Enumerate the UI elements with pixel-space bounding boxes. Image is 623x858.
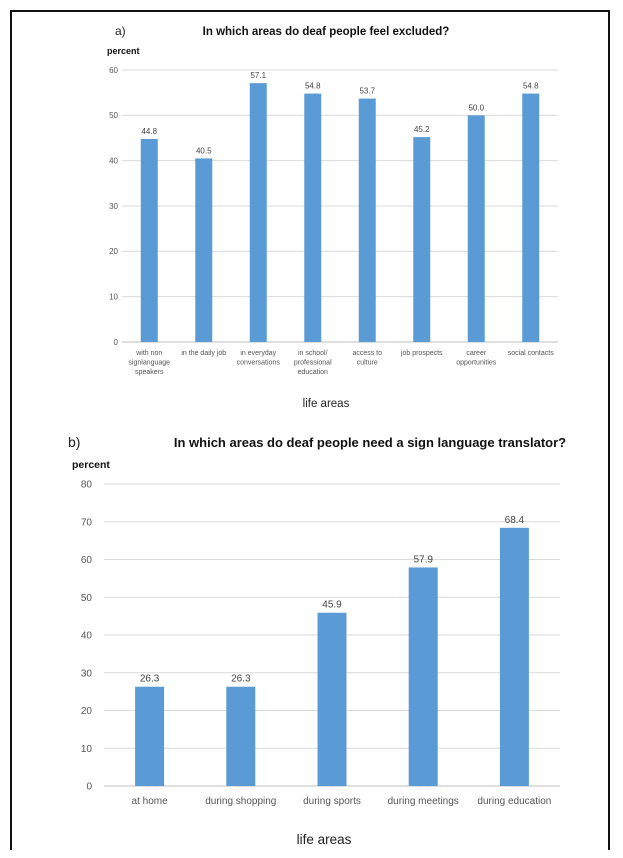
y-tick-label: 10: [81, 744, 93, 755]
y-tick-label: 70: [81, 517, 93, 528]
bar: [499, 527, 529, 786]
data-label: 68.4: [505, 515, 525, 526]
data-label: 54.8: [305, 82, 321, 91]
x-tick-label: access to culture: [352, 350, 382, 367]
y-tick-label: 40: [109, 156, 118, 165]
panel-letter: b): [68, 434, 80, 450]
y-tick-label: 50: [109, 111, 118, 120]
y-tick-label: 0: [114, 338, 119, 347]
data-label: 54.8: [523, 82, 539, 91]
data-label: 53.7: [359, 87, 375, 96]
chart-panel-a: a) In which areas do deaf people feel exc…: [107, 24, 558, 410]
data-label: 57.1: [250, 71, 266, 80]
x-tick-label: during shopping: [205, 796, 276, 807]
x-axis-title: life areas: [303, 398, 350, 410]
y-tick-label: 20: [81, 706, 93, 717]
x-tick-label: in the daily job: [181, 350, 226, 357]
bar: [467, 115, 485, 342]
y-tick-label: 80: [81, 480, 93, 491]
y-axis-title: percent: [72, 459, 110, 471]
data-label: 26.3: [231, 674, 251, 685]
bar: [195, 158, 213, 342]
x-tick-label: at home: [132, 796, 169, 807]
chart-title: In which areas do deaf people feel exclu…: [203, 26, 450, 38]
data-label: 50.0: [468, 103, 484, 112]
x-tick-label: career opportunities: [456, 350, 497, 367]
y-tick-label: 30: [109, 202, 118, 211]
x-tick-label: job prospects: [400, 350, 443, 357]
panel-letter: a): [115, 24, 126, 38]
x-tick-label: during meetings: [388, 796, 459, 807]
y-tick-label: 20: [109, 247, 118, 256]
x-tick-label: with non signlanguage speakers: [128, 350, 170, 376]
y-tick-label: 0: [86, 782, 92, 793]
data-label: 45.2: [414, 125, 430, 134]
data-label: 44.8: [141, 127, 157, 136]
data-label: 40.5: [196, 146, 212, 155]
y-axis-title: percent: [107, 46, 140, 56]
x-tick-label: in school/professional education: [294, 350, 332, 376]
y-tick-label: 30: [81, 668, 93, 679]
data-label: 26.3: [140, 674, 160, 685]
bar: [249, 83, 267, 342]
x-tick-label: during education: [477, 796, 551, 807]
bar: [304, 93, 322, 342]
bar: [317, 612, 347, 786]
bar: [358, 98, 376, 342]
bar: [408, 567, 438, 786]
bar: [413, 137, 431, 342]
bar: [140, 138, 158, 342]
y-tick-label: 60: [81, 555, 93, 566]
x-tick-label: social contacts: [508, 350, 554, 357]
x-axis-title: life areas: [297, 832, 352, 847]
bar: [226, 686, 256, 786]
data-label: 57.9: [413, 554, 433, 565]
bar: [135, 686, 165, 786]
y-tick-label: 50: [81, 593, 93, 604]
y-tick-label: 40: [81, 631, 93, 642]
bar: [522, 93, 540, 342]
x-tick-label: during sports: [303, 796, 361, 807]
data-label: 45.9: [322, 600, 342, 611]
chart-panel-b: b) In which areas do deaf people need a s…: [68, 434, 566, 847]
x-tick-label: in everyday conversations: [237, 350, 281, 367]
y-tick-label: 10: [109, 292, 118, 301]
chart-title: In which areas do deaf people need a sig…: [174, 435, 566, 450]
y-tick-label: 60: [109, 66, 118, 75]
